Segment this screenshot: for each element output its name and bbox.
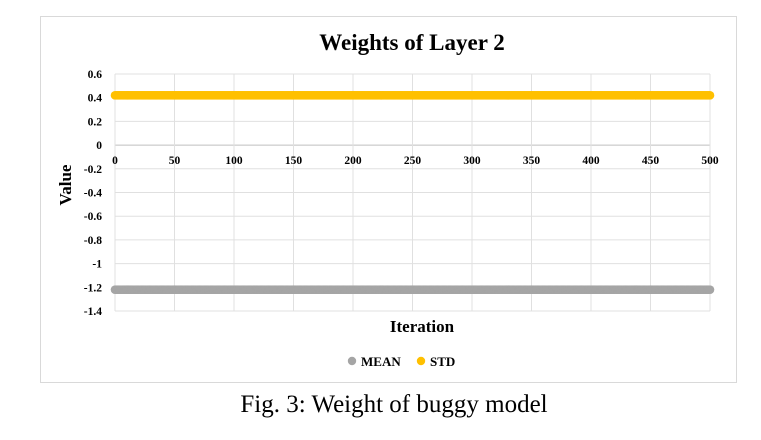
grid — [114, 73, 711, 312]
y-tick-label: -1 — [92, 259, 102, 271]
x-tick-label: 100 — [225, 155, 243, 167]
x-tick-label: 0 — [112, 155, 118, 167]
y-tick-label: -0.2 — [84, 164, 102, 176]
x-tick-label: 50 — [169, 155, 181, 167]
data-point — [705, 285, 715, 294]
series-mean — [110, 285, 715, 294]
y-tick-label: -0.6 — [84, 211, 102, 223]
legend-mean-label: MEAN — [361, 354, 401, 369]
y-tick-label: -0.4 — [84, 188, 102, 200]
x-axis-label: Iteration — [390, 317, 455, 336]
y-tick-label: -1.4 — [84, 306, 102, 318]
figure-caption: Fig. 3: Weight of buggy model — [240, 391, 547, 418]
x-tick-label: 500 — [701, 155, 719, 167]
chart-title: Weights of Layer 2 — [319, 30, 504, 55]
x-tick-label: 450 — [642, 155, 660, 167]
y-tick-label: 0.6 — [88, 69, 103, 81]
y-tick-label: 0 — [96, 140, 102, 152]
y-tick-label: -1.2 — [84, 282, 102, 294]
tick-labels: 0.6 0.4 0.2 0 -0.2 -0.4 -0.6 -0.8 -1 -1.2 -1.4 0 50 1… — [84, 69, 719, 318]
legend: MEAN STD — [347, 354, 455, 369]
x-tick-label: 400 — [582, 155, 600, 167]
chart-frame — [40, 16, 737, 383]
y-tick-label: 0.2 — [88, 116, 103, 128]
x-tick-label: 350 — [523, 155, 541, 167]
series-std — [110, 91, 715, 100]
x-tick-label: 200 — [344, 155, 362, 167]
data-point — [705, 91, 715, 100]
x-tick-label: 300 — [463, 155, 481, 167]
legend-mean-marker — [347, 356, 357, 366]
y-tick-label: 0.4 — [88, 93, 103, 105]
series-layer — [110, 91, 715, 294]
y-axis-label: Value — [56, 164, 75, 205]
legend-std-marker — [416, 356, 426, 366]
x-tick-label: 250 — [404, 155, 422, 167]
legend-std-label: STD — [430, 354, 455, 369]
x-tick-label: 150 — [285, 155, 303, 167]
y-tick-label: -0.8 — [84, 235, 102, 247]
